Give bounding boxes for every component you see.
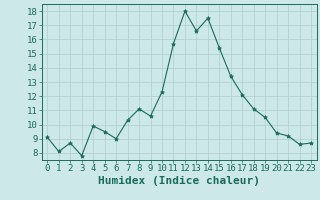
X-axis label: Humidex (Indice chaleur): Humidex (Indice chaleur): [98, 176, 260, 186]
